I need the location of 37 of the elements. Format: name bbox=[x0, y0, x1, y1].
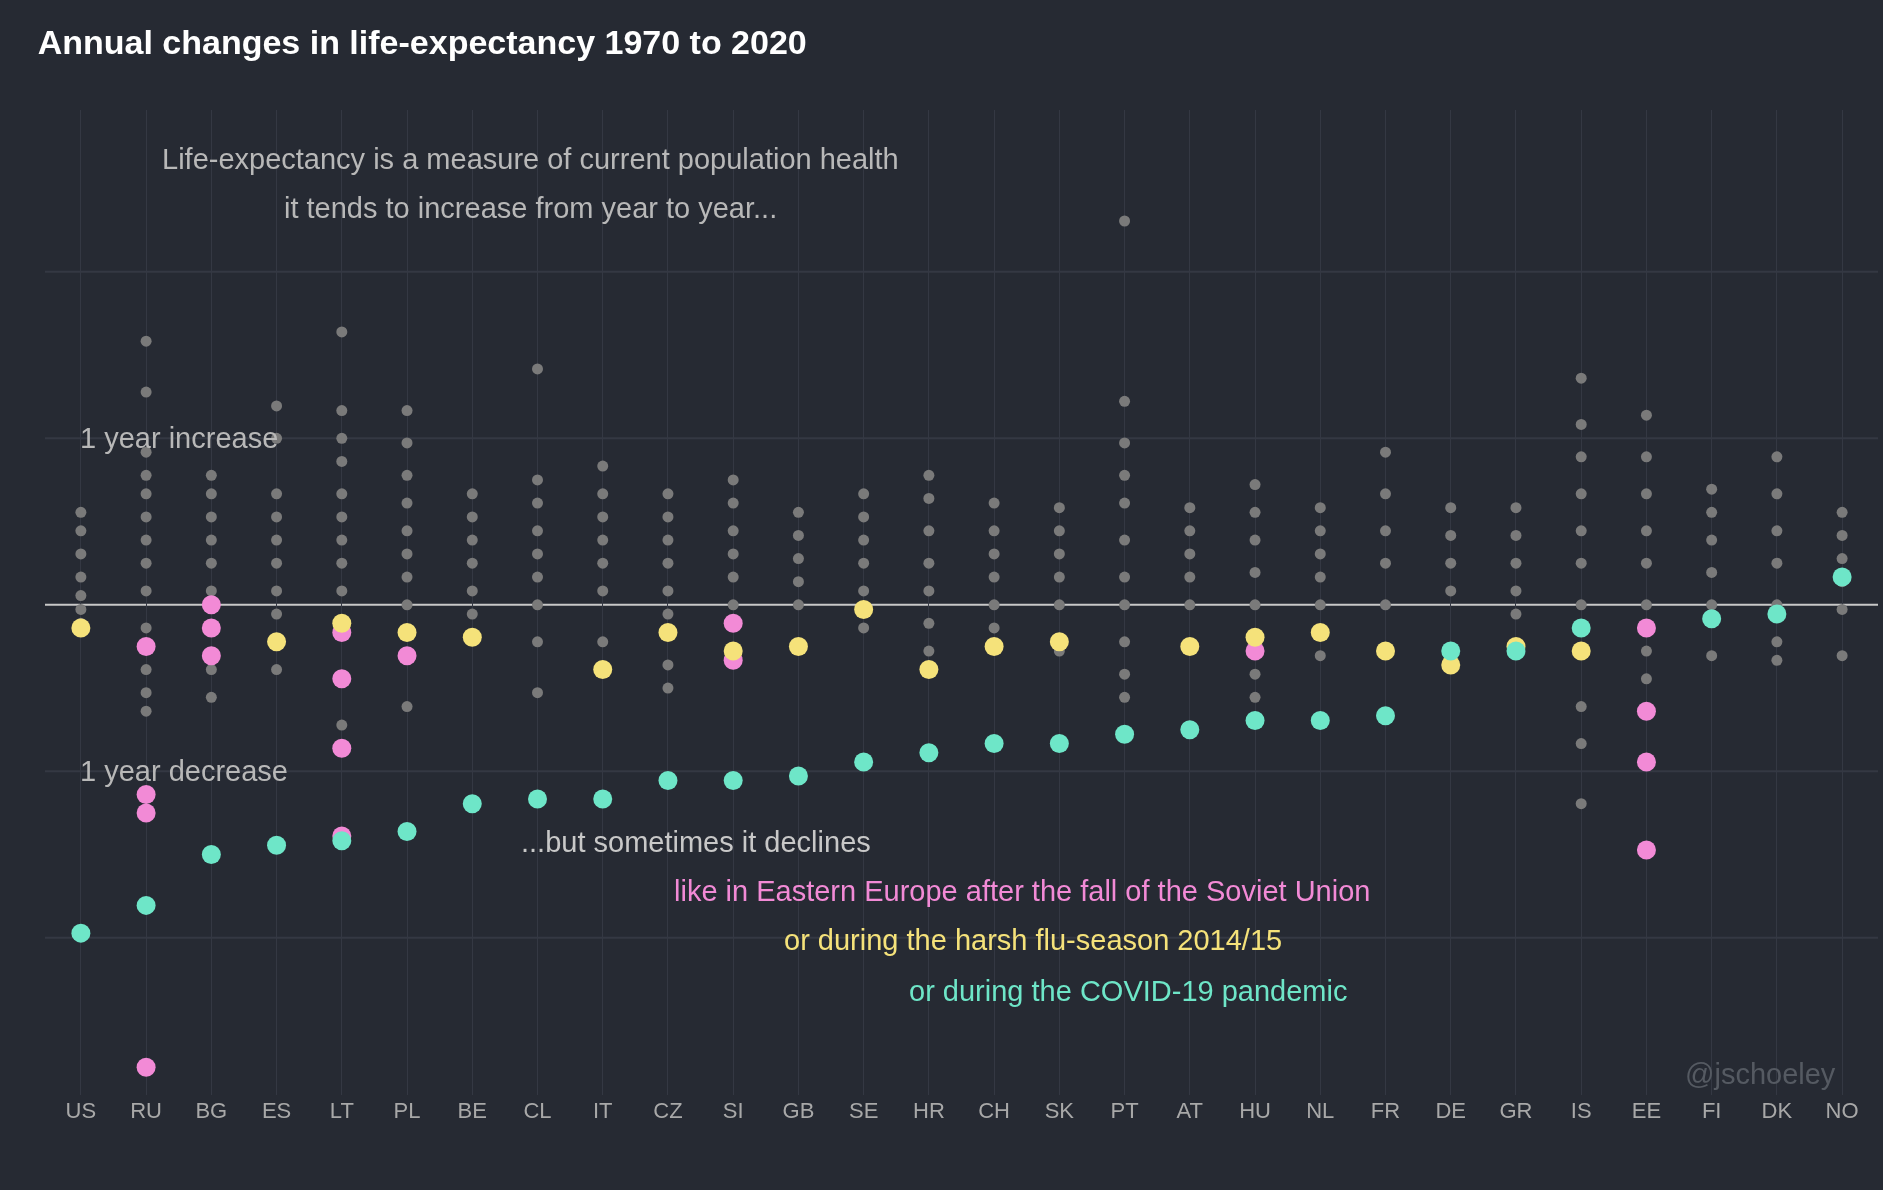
x-tick-label: NL bbox=[1306, 1098, 1335, 1123]
x-tick-label: SE bbox=[848, 1098, 879, 1123]
x-tick-label: DE bbox=[1435, 1098, 1467, 1123]
text: Life-expectancy is a measure of current population health bbox=[162, 143, 899, 175]
x-tick-label: SK bbox=[1044, 1098, 1075, 1123]
annotation: it tends to increase from year to year... bbox=[284, 192, 778, 224]
x-tick-label: HU bbox=[1239, 1098, 1271, 1123]
x-tick-label: HR bbox=[912, 1098, 945, 1123]
x-tick-label: EE bbox=[1631, 1098, 1662, 1123]
x-tick-label: GR bbox=[1499, 1098, 1533, 1123]
x-tick-label: BE bbox=[457, 1098, 487, 1123]
x-tick-label: ES bbox=[261, 1098, 292, 1123]
x-tick-label: NO bbox=[1825, 1098, 1859, 1123]
chart-title: Annual changes in life-expectancy 1970 to 2020 bbox=[37, 22, 807, 61]
x-tick-label: GB bbox=[782, 1098, 815, 1123]
x-tick-label: RU bbox=[130, 1098, 162, 1123]
annotation: or during the COVID-19 pandemic bbox=[909, 975, 1348, 1007]
annotation: ...but sometimes it declines bbox=[521, 826, 871, 858]
x-tick-label: PT bbox=[1110, 1098, 1139, 1123]
x-tick-label: US bbox=[65, 1098, 97, 1123]
x-tick-label: CL bbox=[523, 1098, 552, 1123]
x-tick-label: IS bbox=[1570, 1098, 1592, 1123]
x-tick-label: BG bbox=[195, 1098, 228, 1123]
x-tick-label: PL bbox=[393, 1098, 421, 1123]
x-tick-label: AT bbox=[1176, 1098, 1204, 1123]
x-tick-label: DK bbox=[1761, 1098, 1793, 1123]
annotation: like in Eastern Europe after the fall of the Soviet Union bbox=[674, 875, 1371, 907]
x-tick-label: IT bbox=[592, 1098, 613, 1123]
x-tick-label: FI bbox=[1701, 1098, 1722, 1123]
annotation: or during the harsh flu-season 2014/15 bbox=[784, 924, 1283, 956]
x-tick-label: FR bbox=[1370, 1098, 1401, 1123]
x-tick-label: SI bbox=[722, 1098, 744, 1123]
x-tick-label: CH bbox=[978, 1098, 1011, 1123]
x-tick-label: CZ bbox=[653, 1098, 683, 1123]
x-tick-label: LT bbox=[329, 1098, 354, 1123]
ref-line-label: 1 year increase bbox=[80, 422, 279, 454]
ref-line-label: 1 year decrease bbox=[80, 755, 288, 787]
